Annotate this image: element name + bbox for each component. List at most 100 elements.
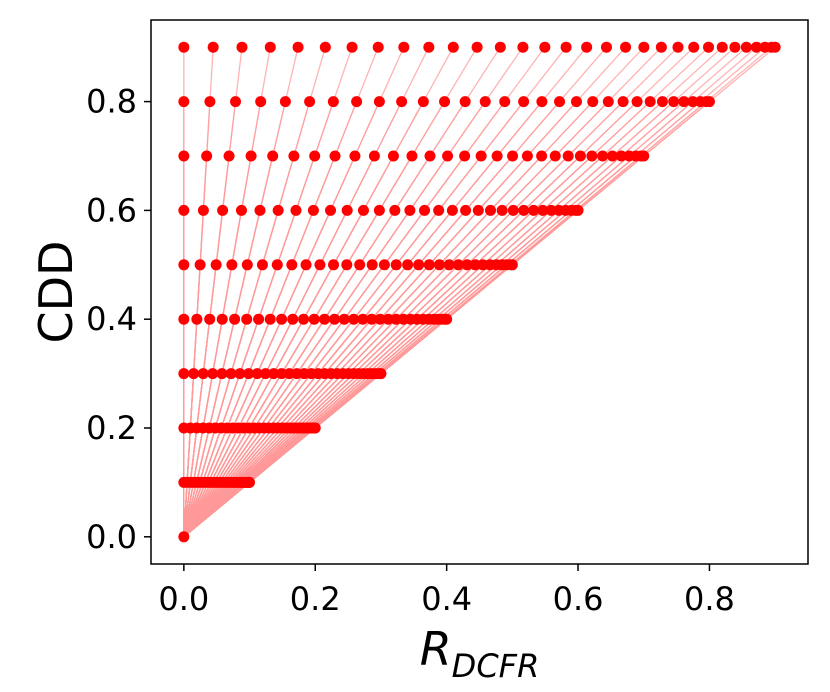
data-point (204, 313, 216, 325)
data-point (518, 204, 530, 216)
x-axis-label-main: R (420, 622, 452, 676)
data-point (382, 313, 394, 325)
data-point (366, 259, 378, 271)
data-point (191, 313, 203, 325)
data-point (602, 96, 614, 108)
data-point (235, 204, 247, 216)
data-point (236, 41, 248, 53)
data-point (178, 259, 190, 271)
data-point (496, 204, 508, 216)
x-axis-ticks: 0.0 0.2 0.4 0.6 0.8 (158, 564, 735, 618)
data-point (469, 259, 481, 271)
data-point (230, 96, 242, 108)
data-point (188, 368, 200, 380)
data-point (272, 204, 284, 216)
data-point (341, 259, 353, 271)
connector-line (183, 46, 723, 538)
data-point (539, 41, 551, 53)
data-point (201, 150, 213, 162)
connector-line (183, 46, 454, 538)
data-point (225, 368, 237, 380)
data-point (491, 150, 503, 162)
connector-line (183, 46, 736, 538)
data-point (197, 368, 209, 380)
data-point (357, 313, 369, 325)
data-point (194, 259, 206, 271)
data-point (290, 204, 302, 216)
data-point (678, 96, 690, 108)
data-point (327, 96, 339, 108)
data-point (178, 368, 190, 380)
data-point (655, 41, 667, 53)
data-point (638, 41, 650, 53)
data-point (308, 313, 320, 325)
data-point (518, 96, 530, 108)
connector-line (183, 46, 645, 538)
data-point (329, 313, 341, 325)
y-tick-label: 0.8 (86, 83, 137, 121)
data-point (374, 313, 386, 325)
data-point (398, 41, 410, 53)
data-point (256, 259, 268, 271)
y-tick-label: 0.6 (86, 191, 137, 229)
data-point (338, 313, 350, 325)
data-point (253, 313, 265, 325)
data-point (570, 96, 582, 108)
data-point (396, 96, 408, 108)
data-point (354, 259, 366, 271)
connector-line (183, 46, 478, 538)
data-point (276, 313, 288, 325)
connector-line (183, 47, 326, 537)
connector-line (183, 46, 695, 538)
data-point (223, 150, 235, 162)
data-point (545, 204, 557, 216)
data-point (264, 313, 276, 325)
data-point (349, 150, 361, 162)
data-point (581, 41, 593, 53)
data-point (485, 204, 497, 216)
data-point (668, 96, 680, 108)
data-point (234, 368, 246, 380)
connector-line (183, 46, 353, 538)
data-point (268, 368, 280, 380)
data-point (406, 150, 418, 162)
data-point (528, 204, 540, 216)
data-point (314, 259, 326, 271)
data-point (417, 96, 429, 108)
data-point (600, 41, 612, 53)
data-point (378, 259, 390, 271)
data-point (441, 313, 453, 325)
data-point (372, 41, 384, 53)
data-point (288, 150, 300, 162)
data-point (521, 150, 533, 162)
data-point (329, 150, 341, 162)
data-point (507, 204, 519, 216)
data-point (419, 204, 431, 216)
data-point (459, 96, 471, 108)
data-point (341, 204, 353, 216)
data-point (207, 41, 219, 53)
data-point (620, 41, 632, 53)
connector-line (183, 46, 709, 538)
data-point (390, 259, 402, 271)
data-point (562, 150, 574, 162)
connector-line (183, 47, 271, 537)
data-point (574, 150, 586, 162)
data-point (307, 204, 319, 216)
data-point (688, 41, 700, 53)
data-point (241, 313, 253, 325)
connector-line (183, 46, 747, 538)
data-point (351, 96, 363, 108)
data-point (298, 313, 310, 325)
data-point (276, 368, 288, 380)
data-point (687, 96, 699, 108)
data-point (507, 150, 519, 162)
data-point (254, 204, 266, 216)
data-point (197, 204, 209, 216)
data-point (251, 368, 263, 380)
data-point (267, 150, 279, 162)
data-point (207, 368, 219, 380)
data-point (346, 41, 358, 53)
data-point (423, 41, 435, 53)
